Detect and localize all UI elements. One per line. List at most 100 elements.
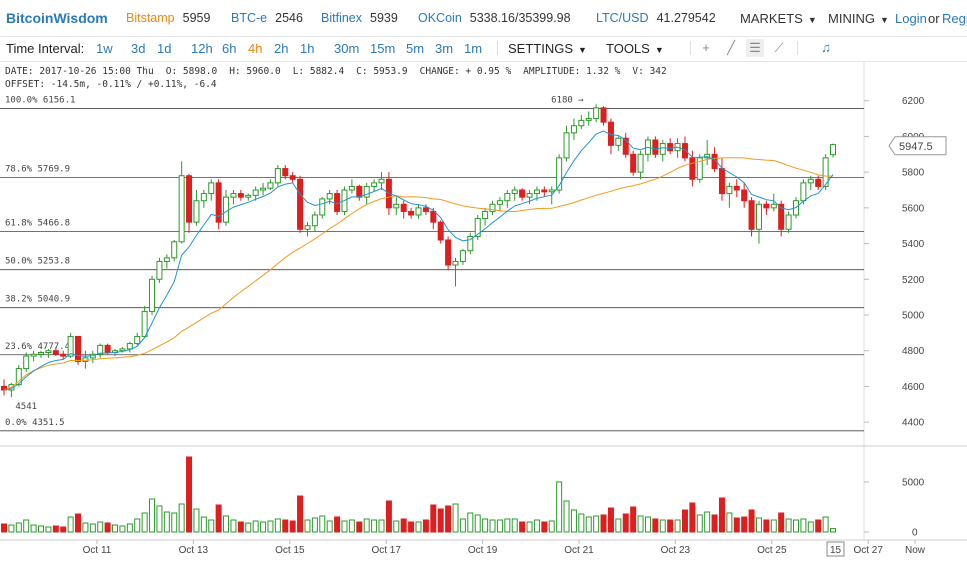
candle-body xyxy=(126,343,133,350)
volume-bar xyxy=(785,518,792,533)
interval-12h[interactable]: 12h xyxy=(191,41,213,56)
interval-6h[interactable]: 6h xyxy=(222,41,237,56)
candle-body xyxy=(38,352,45,355)
info-offset: OFFSET: -14.5m, -0.11% / +0.11%, -6.4 xyxy=(5,79,217,90)
candle-body xyxy=(186,175,193,223)
candle-body xyxy=(630,153,637,173)
mining-menu[interactable]: MINING ▼ xyxy=(828,11,889,26)
candle-body xyxy=(459,250,466,262)
interval-2h[interactable]: 2h xyxy=(274,41,289,56)
volume-bar xyxy=(437,508,444,533)
tools-menu[interactable]: TOOLS ▼ xyxy=(606,41,664,56)
candle-body xyxy=(97,344,104,355)
candle-body xyxy=(445,239,452,266)
register-link[interactable]: Regi xyxy=(942,11,967,26)
volume-bar xyxy=(297,495,304,533)
candle-body xyxy=(60,353,67,357)
volume-bar xyxy=(600,514,607,533)
ticker-bitfinex[interactable]: Bitfinex 5939 xyxy=(321,11,398,25)
volume-bar xyxy=(541,521,548,533)
current-price-tag xyxy=(888,136,947,156)
settings-label: SETTINGS xyxy=(508,41,574,56)
candle-body xyxy=(304,225,311,230)
markets-label: MARKETS xyxy=(740,11,803,26)
markets-menu[interactable]: MARKETS ▼ xyxy=(740,11,817,26)
interval-1d[interactable]: 1d xyxy=(157,41,172,56)
candle-body xyxy=(600,107,607,123)
volume-bar xyxy=(711,514,718,533)
interval-3m[interactable]: 3m xyxy=(435,41,454,56)
interval-4h[interactable]: 4h xyxy=(248,41,263,56)
volume-bar xyxy=(8,524,15,533)
volume-bar xyxy=(526,521,533,533)
interval-5m[interactable]: 5m xyxy=(406,41,425,56)
volume-bar xyxy=(289,520,296,533)
volume-bar xyxy=(215,504,222,533)
volume-bar xyxy=(186,456,193,533)
volume-bar xyxy=(496,519,503,533)
fib-level-label: 38.2% 5040.9 xyxy=(5,295,70,305)
candle-body xyxy=(763,203,770,209)
candle-body xyxy=(134,335,141,345)
info-date: DATE: 2017-10-26 15:00 Thu xyxy=(5,66,154,77)
volume-bar xyxy=(445,505,452,533)
ticker-price: 5939 xyxy=(370,11,398,25)
interval-1h[interactable]: 1h xyxy=(300,41,315,56)
settings-menu[interactable]: SETTINGS ▼ xyxy=(508,41,587,56)
interval-30m[interactable]: 30m xyxy=(334,41,360,56)
chevron-down-icon: ▼ xyxy=(578,45,587,55)
login-link[interactable]: Login xyxy=(895,11,927,26)
volume-bar xyxy=(97,521,104,533)
volume-bar xyxy=(830,528,836,533)
volume-bar xyxy=(60,526,67,533)
candle-body xyxy=(178,175,185,243)
volume-bar xyxy=(570,509,577,533)
line-draw-icon[interactable]: ╱ xyxy=(727,40,735,55)
horizontal-lines-icon[interactable]: ☰ xyxy=(746,39,764,57)
volume-bar xyxy=(630,506,637,533)
volume-bar xyxy=(378,519,385,533)
interval-1m[interactable]: 1m xyxy=(464,41,483,56)
interval-15m[interactable]: 15m xyxy=(370,41,396,56)
candle-body xyxy=(570,125,577,134)
candle-body xyxy=(200,193,207,202)
candle-body xyxy=(149,278,156,312)
fan-icon[interactable]: ⟋ xyxy=(774,40,784,55)
candle-body xyxy=(245,194,252,198)
candle-body xyxy=(430,210,437,223)
volume-bar xyxy=(615,518,622,533)
ticker-bitstamp[interactable]: Bitstamp 5959 xyxy=(126,11,210,25)
high-marker-label: 6180 → xyxy=(551,95,584,105)
ticker-name: LTC/USD xyxy=(596,11,649,25)
volume-bar xyxy=(807,521,814,533)
ticker-ltcusd[interactable]: LTC/USD 41.279542 xyxy=(596,11,716,25)
tools-label: TOOLS xyxy=(606,41,650,56)
site-logo[interactable]: BitcoinWisdom xyxy=(6,10,108,26)
crosshair-icon[interactable]: + xyxy=(702,40,710,55)
alert-bell-icon[interactable]: ♫ xyxy=(821,40,831,55)
fib-level-label: 61.8% 5466.8 xyxy=(5,219,70,229)
ticker-okcoin[interactable]: OKCoin 5338.16/35399.98 xyxy=(418,11,571,25)
y-tick-label: 5200 xyxy=(902,275,925,286)
candle-body xyxy=(15,368,22,386)
candle-body xyxy=(755,203,762,230)
volume-bar xyxy=(82,522,89,533)
volume-bar xyxy=(556,481,563,533)
candle-body xyxy=(348,185,355,191)
ticker-btce[interactable]: BTC-e 2546 xyxy=(231,11,303,25)
volume-bar xyxy=(511,518,518,533)
volume-bar xyxy=(548,520,555,533)
candle-body xyxy=(496,200,503,205)
mining-label: MINING xyxy=(828,11,875,26)
fib-level-label: 23.6% 4777.4 xyxy=(5,342,70,352)
info-high: H: 5960.0 xyxy=(229,66,281,77)
interval-1w[interactable]: 1w xyxy=(96,41,113,56)
candle-body xyxy=(548,189,555,193)
volume-bar xyxy=(208,519,215,533)
candle-body xyxy=(393,203,400,209)
volume-bar xyxy=(696,514,703,533)
interval-3d[interactable]: 3d xyxy=(131,41,146,56)
candle-body xyxy=(104,344,111,354)
volume-bar xyxy=(504,518,511,533)
